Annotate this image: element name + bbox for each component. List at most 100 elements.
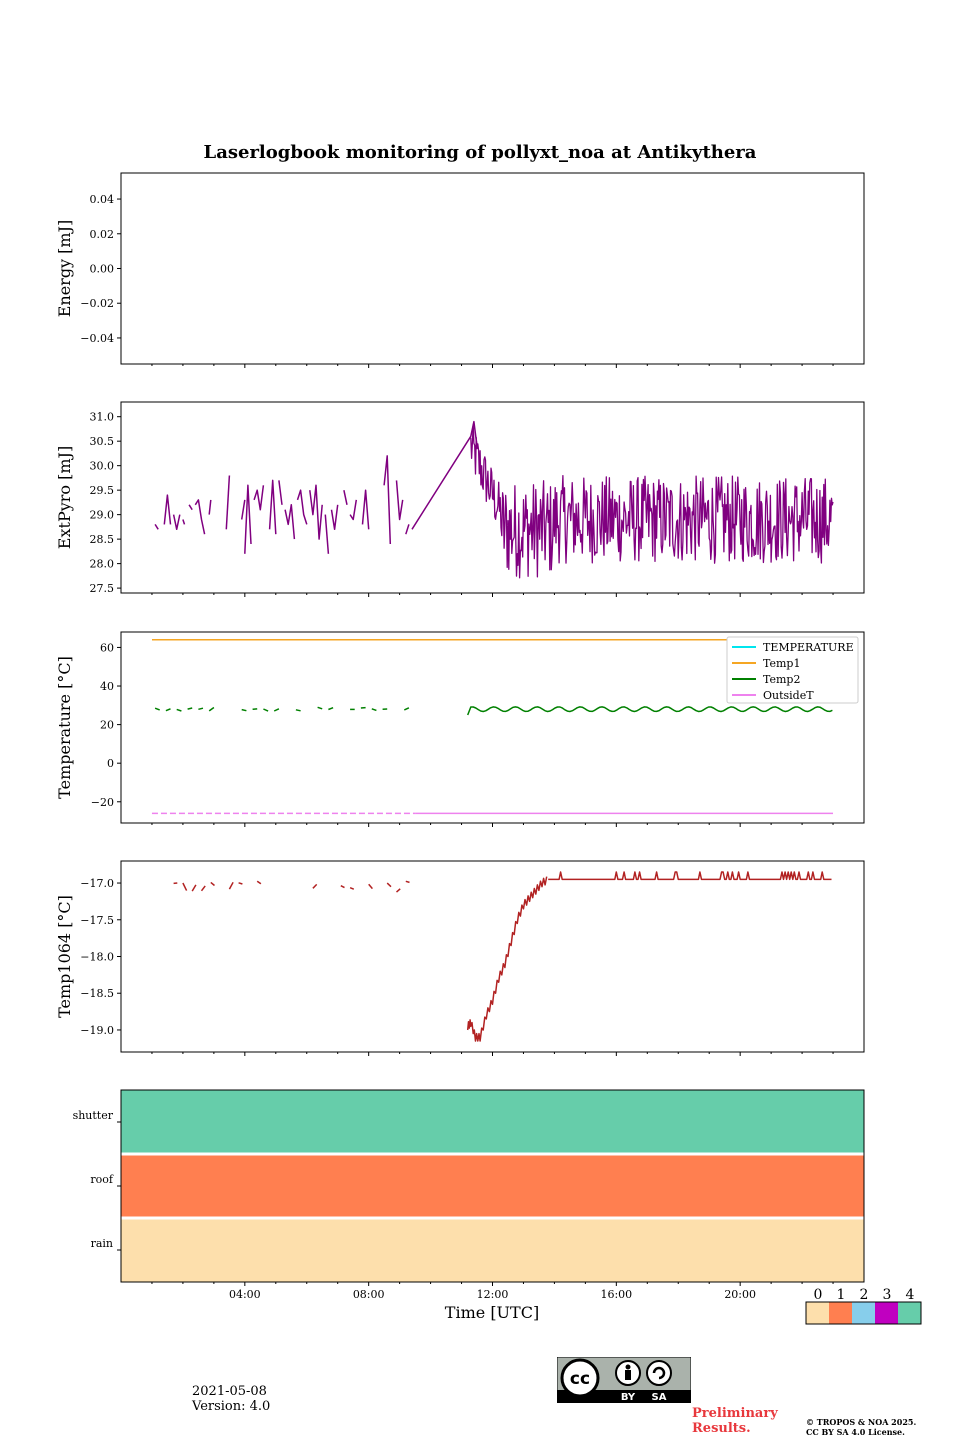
y-tick-label: 27.5 (90, 582, 115, 595)
y-tick-label: 40 (100, 680, 114, 693)
x-axis-label: Time [UTC] (445, 1303, 539, 1322)
colorbar-label-2: 2 (860, 1287, 869, 1303)
extpyro-segment (343, 490, 348, 505)
copyright-note: © TROPOS & NOA 2025. CC BY SA 4.0 Licens… (806, 1417, 916, 1437)
status-row-label-shutter: shutter (73, 1109, 114, 1122)
y-tick-label: 0.00 (90, 263, 115, 276)
version-text: Version: 4.0 (192, 1399, 271, 1414)
energy-panel: 0.04 0.02 0.00 −0.02 −0.04 Energy [mJ] (55, 172, 865, 368)
extpyro-segment (296, 489, 308, 525)
temp2-fragment (154, 707, 160, 711)
temp2-fragment (208, 706, 215, 712)
extpyro-y-axis-label: ExtPyro [mJ] (55, 446, 74, 549)
x-tick-label: 20:00 (724, 1288, 756, 1301)
svg-text:SA: SA (652, 1392, 667, 1403)
temp2-fragment (403, 707, 410, 711)
y-tick-label: 60 (100, 641, 114, 654)
extpyro-dense-series (470, 423, 834, 579)
temp1064-fragment (256, 880, 262, 885)
extpyro-segment (405, 524, 410, 535)
y-tick-label: 31.0 (90, 411, 115, 424)
temperature-legend: TEMPERATURE Temp1 Temp2 OutsideT (726, 636, 859, 704)
colorbar-swatch-1 (829, 1302, 852, 1324)
temp1064-fragment (340, 885, 345, 889)
preliminary-line2: Results. (692, 1421, 751, 1436)
temp1064-fragment (200, 885, 206, 892)
status-band-rain (121, 1219, 864, 1282)
temp1064-fragment (238, 882, 243, 885)
y-tick-label: 30.5 (90, 435, 115, 448)
extpyro-segment (324, 514, 330, 554)
preliminary-line1: Preliminary (692, 1406, 778, 1421)
temp1064-fragment (228, 881, 234, 890)
temp1064-y-axis-label: Temp1064 [°C] (55, 895, 74, 1018)
status-panel: shutter roof rain 04:00 08:00 12:00 16:00 20:00 (73, 1089, 865, 1301)
temp1064-fragment (386, 882, 392, 888)
colorbar-label-0: 0 (814, 1287, 823, 1303)
extpyro-segment (361, 489, 370, 530)
panels-group: 0.04 0.02 0.00 −0.02 −0.04 Energy [mJ] 31.0 30.… (55, 172, 865, 1301)
temp1064-late (548, 871, 832, 881)
extpyro-segment (244, 484, 252, 554)
y-tick-label: −20 (91, 796, 114, 809)
extpyro-segment (284, 504, 296, 540)
temp2-fragment (165, 708, 171, 712)
y-tick-label: −18.5 (80, 987, 114, 1000)
legend-label-temp1: Temp1 (763, 657, 800, 670)
temp2-fragment (295, 709, 301, 712)
status-row-label-roof: roof (90, 1173, 114, 1186)
date-text: 2021-05-08 (192, 1384, 267, 1399)
temp2-fragment (198, 707, 204, 711)
y-tick-label: −0.02 (80, 297, 114, 310)
cc-icon (560, 1358, 600, 1398)
extpyro-segment (182, 519, 186, 525)
colorbar-swatch-0 (806, 1302, 829, 1324)
y-tick-label: 0.04 (90, 193, 115, 206)
temp1064-fragment (182, 882, 188, 891)
extpyro-segment (330, 504, 339, 531)
y-tick-label: −18.0 (80, 951, 114, 964)
temp2-fragment (187, 707, 193, 710)
extpyro-segment (225, 475, 231, 530)
temp2-fragment (273, 708, 280, 712)
svg-text:cc: cc (570, 1369, 590, 1389)
temp1064-fragment (368, 883, 373, 890)
colorbar-swatch-2 (852, 1302, 875, 1324)
sa-icon (646, 1360, 672, 1386)
temp1064-fragment (405, 880, 410, 884)
svg-text:BY: BY (621, 1392, 636, 1403)
temp2-line (467, 706, 833, 716)
status-band-shutter (121, 1090, 864, 1153)
y-tick-label: −17.5 (80, 914, 114, 927)
energy-y-axis-label: Energy [mJ] (55, 220, 74, 318)
extpyro-segment (253, 485, 265, 511)
extpyro-segment (172, 514, 181, 531)
y-tick-label: −19.0 (80, 1024, 114, 1037)
footer-date-version: 2021-05-08 Version: 4.0 (192, 1384, 270, 1414)
extpyro-segment (194, 499, 206, 535)
temp2-fragment (263, 708, 269, 712)
extpyro-segment (188, 504, 193, 511)
temp1064-fragment (312, 883, 318, 889)
extpyro-segment (278, 480, 283, 505)
extpyro-segment (349, 499, 358, 521)
temp1064-panel: −17.0 −17.5 −18.0 −18.5 −19.0 Temp1064 [°C] (55, 860, 865, 1056)
x-tick-label: 08:00 (353, 1288, 385, 1301)
temp2-fragment (328, 706, 334, 711)
extpyro-segment (268, 479, 277, 535)
legend-label-outsideT: OutsideT (763, 689, 814, 702)
temperature-panel: 60 40 20 0 −20 Temperature [°C] TEMPERATURE Tem… (55, 631, 865, 827)
legend-label-temperature: TEMPERATURE (763, 641, 854, 654)
temp1064-fragment (210, 881, 215, 887)
temp2-fragment (371, 708, 377, 712)
temp1064-fragment (191, 884, 197, 892)
colorbar-label-1: 1 (837, 1287, 846, 1303)
colorbar-frame (805, 1301, 922, 1325)
colorbar-swatch-3 (875, 1302, 898, 1324)
preliminary-note: Preliminary Results. (692, 1406, 778, 1436)
y-tick-label: −0.04 (80, 332, 114, 345)
legend-label-temp2: Temp2 (763, 673, 800, 686)
y-tick-label: −17.0 (80, 877, 114, 890)
x-tick-label: 12:00 (477, 1288, 509, 1301)
